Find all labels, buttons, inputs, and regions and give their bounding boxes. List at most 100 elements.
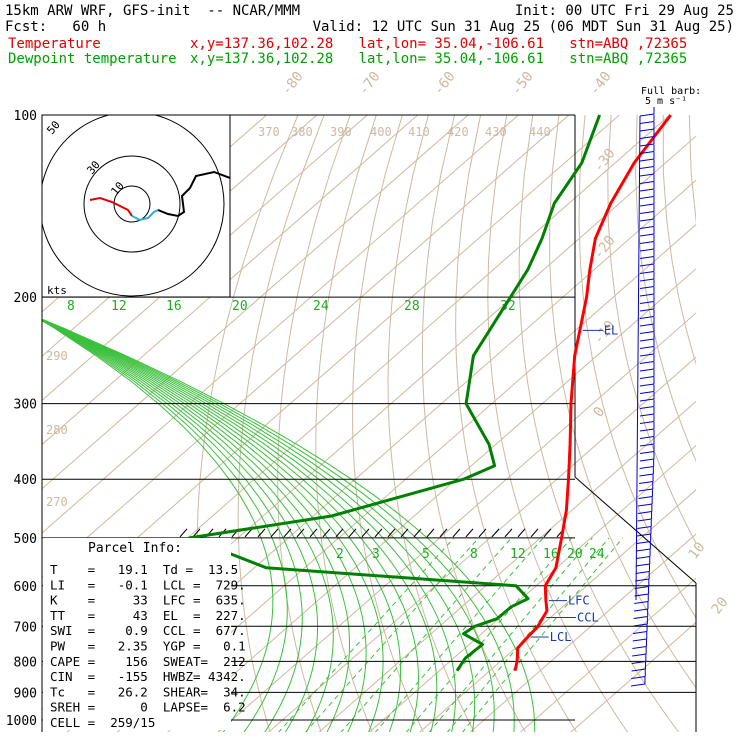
wind-barb (633, 608, 649, 612)
wind-barb (639, 361, 655, 364)
theta-e-label: 16 (166, 299, 182, 314)
wind-barb-column (630, 107, 655, 687)
pressure-tick-label: 600 (14, 580, 37, 595)
pressure-tick-label: 900 (14, 686, 37, 701)
isotherm-line (282, 356, 696, 721)
wind-barb (639, 151, 655, 154)
mixing-ratio-label: 3 (372, 547, 380, 562)
hodograph-ring (83, 155, 181, 253)
dry-adiabat (662, 115, 696, 365)
wind-barb (639, 166, 655, 169)
temperature-station-info: x,y=137.36,102.28 lat,lon= 35.04,-106.61… (190, 36, 688, 52)
temperature-profile-line (513, 114, 672, 672)
wind-barb (639, 323, 655, 327)
wind-barb (639, 218, 655, 222)
wind-barb (639, 391, 655, 394)
isotherm-line (570, 719, 586, 732)
theta-e-label: 24 (313, 299, 329, 314)
hodograph-units-label: kts (47, 284, 67, 297)
wind-barb (631, 668, 646, 672)
wind-barb (639, 316, 655, 319)
wind-barb (638, 496, 653, 499)
wind-barb (639, 181, 655, 184)
isotherm-line (42, 115, 419, 446)
theta-label: 400 (370, 125, 392, 139)
moist-adiabat (42, 320, 288, 732)
isotherm-label: -30 (591, 146, 619, 176)
dewpoint-legend: Dewpoint temperature (8, 51, 177, 67)
parcel-info-box: Parcel Info: T = 19.1 Td = 13.5LI = -0.1 … (43, 538, 246, 730)
hatch-mark (465, 528, 474, 538)
hodograph-trace-upper (157, 170, 230, 218)
barb-key-title: Full barb: (641, 86, 702, 97)
isotherm-line (231, 312, 696, 721)
hodograph-trace-mid (131, 209, 159, 222)
hatch-mark (374, 528, 383, 538)
pressure-tick-label: 800 (14, 655, 37, 670)
hodograph-ring (42, 115, 225, 297)
moist-adiabat (42, 319, 334, 732)
theta-label: 420 (447, 125, 469, 139)
dry-adiabat (578, 115, 696, 619)
hatch-mark (387, 528, 396, 538)
isotherm-label: -40 (587, 69, 615, 99)
wind-barb (632, 653, 647, 657)
theta-label: 380 (291, 125, 313, 139)
wind-barb (639, 308, 655, 312)
wind-barb (639, 428, 655, 432)
hatch-mark (296, 528, 305, 538)
wind-barb (639, 143, 655, 147)
wind-barb (635, 563, 650, 567)
wind-barb (639, 338, 655, 342)
wind-barb (639, 421, 655, 424)
isotherm-line (519, 719, 535, 732)
mixing-ratio-line (428, 537, 593, 732)
parcel-info-row: CAPE = 156 SWEAT= 212 (50, 654, 246, 669)
wind-barb (639, 263, 655, 267)
wind-barb (635, 556, 651, 559)
mixing-ratio-line (446, 537, 610, 732)
hatch-mark (309, 528, 318, 538)
wind-barb (637, 511, 652, 514)
isotherm-label: 10 (686, 539, 709, 562)
dry-adiabat (688, 115, 696, 224)
parcel-info-row: CIN = -155 HWBZ= 4342. (50, 669, 246, 684)
mixing-ratio-line (462, 537, 624, 732)
wind-barb (639, 353, 655, 357)
wind-barb (638, 481, 654, 484)
wind-barb (635, 571, 650, 574)
wind-barb (636, 548, 651, 552)
wind-barb (634, 593, 649, 597)
wind-barb (637, 526, 652, 529)
wind-barb (639, 278, 655, 282)
wind-barb (639, 121, 655, 124)
init-time: Init: 00 UTC Fri 29 Aug 25 (514, 3, 734, 19)
moist-adiabat (42, 319, 303, 732)
moist-adiabat (42, 319, 420, 732)
hatch-mark (400, 528, 409, 538)
background-grid (42, 115, 696, 732)
wind-barb (631, 676, 646, 679)
wind-barb (639, 271, 655, 274)
mixing-ratio-label: 12 (510, 547, 526, 562)
theta-e-label: 20 (232, 299, 248, 314)
wind-barb (639, 196, 655, 199)
wind-barb (639, 128, 655, 132)
wind-barb (639, 451, 655, 454)
hatch-mark (192, 528, 201, 538)
dry-adiabat (277, 115, 351, 732)
theta-label: 390 (330, 125, 352, 139)
parcel-info-row: PW = 2.35 YGP = 0.1 (50, 639, 246, 654)
wind-barb (632, 646, 647, 649)
dry-adiabat (421, 115, 527, 732)
wind-barb-staff (635, 115, 641, 601)
pressure-tick-label: 100 (14, 109, 37, 124)
mixing-ratio-line (374, 537, 544, 732)
isotherm-line (419, 719, 434, 732)
wind-barb (639, 406, 655, 409)
wind-barb (634, 601, 649, 604)
hatch-mark (478, 528, 487, 538)
wind-barb (639, 226, 655, 229)
wind-barb (639, 188, 655, 192)
wind-barb (634, 586, 649, 589)
